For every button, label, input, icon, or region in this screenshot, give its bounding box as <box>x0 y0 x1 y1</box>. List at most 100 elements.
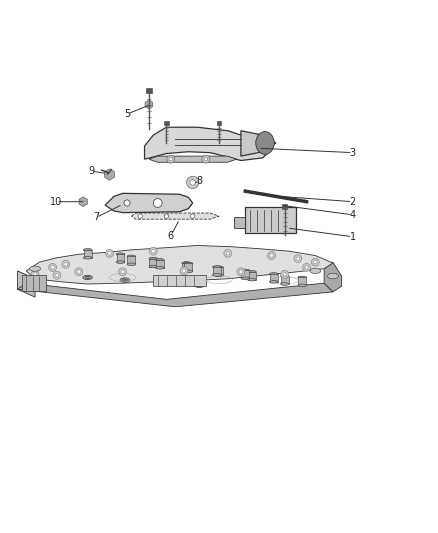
Ellipse shape <box>241 269 250 272</box>
Circle shape <box>305 265 308 269</box>
Ellipse shape <box>280 275 289 278</box>
Circle shape <box>296 257 300 261</box>
Circle shape <box>204 157 208 161</box>
Ellipse shape <box>159 281 165 284</box>
Circle shape <box>283 272 286 276</box>
Circle shape <box>106 249 113 257</box>
Polygon shape <box>217 121 221 125</box>
Text: 2: 2 <box>350 197 356 207</box>
Polygon shape <box>215 268 223 275</box>
Ellipse shape <box>116 253 125 255</box>
Circle shape <box>303 263 311 271</box>
Ellipse shape <box>83 248 92 251</box>
Polygon shape <box>182 263 190 271</box>
Circle shape <box>49 263 57 271</box>
Ellipse shape <box>212 273 221 276</box>
Polygon shape <box>117 254 124 262</box>
Polygon shape <box>248 272 256 280</box>
Ellipse shape <box>298 284 307 287</box>
Circle shape <box>75 268 83 276</box>
Ellipse shape <box>182 262 191 264</box>
Ellipse shape <box>184 262 193 265</box>
Ellipse shape <box>184 270 193 273</box>
Polygon shape <box>184 263 192 271</box>
Ellipse shape <box>256 132 274 155</box>
Polygon shape <box>241 270 249 278</box>
Polygon shape <box>145 127 272 160</box>
Ellipse shape <box>269 280 278 283</box>
Ellipse shape <box>127 263 136 265</box>
Polygon shape <box>164 121 169 125</box>
Circle shape <box>55 273 59 277</box>
Circle shape <box>268 252 276 260</box>
Polygon shape <box>105 169 114 180</box>
Circle shape <box>187 176 199 189</box>
Polygon shape <box>18 283 333 307</box>
Ellipse shape <box>83 256 92 259</box>
Polygon shape <box>127 256 135 264</box>
Text: 10: 10 <box>50 197 62 207</box>
Ellipse shape <box>116 261 125 263</box>
Ellipse shape <box>215 274 223 277</box>
Circle shape <box>149 247 157 255</box>
Ellipse shape <box>182 270 191 272</box>
Ellipse shape <box>29 266 40 271</box>
Polygon shape <box>79 197 88 206</box>
Ellipse shape <box>247 278 256 281</box>
Circle shape <box>191 214 195 219</box>
Ellipse shape <box>327 273 338 279</box>
Circle shape <box>62 260 70 268</box>
Circle shape <box>152 249 155 253</box>
Circle shape <box>169 157 173 161</box>
Ellipse shape <box>149 257 158 260</box>
Text: 3: 3 <box>350 148 356 158</box>
Text: 6: 6 <box>168 231 174 241</box>
Ellipse shape <box>149 265 158 268</box>
FancyBboxPatch shape <box>234 217 245 229</box>
Ellipse shape <box>155 266 164 269</box>
Circle shape <box>167 155 175 163</box>
Circle shape <box>270 254 273 257</box>
Circle shape <box>226 252 230 255</box>
FancyBboxPatch shape <box>22 275 46 290</box>
Text: 9: 9 <box>88 166 94 176</box>
Ellipse shape <box>247 270 256 273</box>
Ellipse shape <box>269 273 278 275</box>
Ellipse shape <box>241 277 250 280</box>
Circle shape <box>138 214 142 219</box>
Circle shape <box>190 180 195 185</box>
Ellipse shape <box>310 268 321 273</box>
FancyBboxPatch shape <box>153 275 206 286</box>
Circle shape <box>121 270 124 273</box>
Polygon shape <box>145 100 153 109</box>
Ellipse shape <box>215 266 223 269</box>
Circle shape <box>108 252 111 255</box>
Polygon shape <box>149 156 237 162</box>
Polygon shape <box>131 213 219 219</box>
Ellipse shape <box>298 276 307 279</box>
Polygon shape <box>324 262 342 292</box>
Circle shape <box>180 267 188 275</box>
Circle shape <box>239 270 243 273</box>
Polygon shape <box>270 274 278 282</box>
Ellipse shape <box>157 280 167 285</box>
Ellipse shape <box>127 255 136 258</box>
Circle shape <box>31 270 39 278</box>
Polygon shape <box>149 259 157 266</box>
Polygon shape <box>18 271 35 297</box>
Ellipse shape <box>155 259 164 261</box>
Polygon shape <box>84 250 92 258</box>
Polygon shape <box>105 193 193 213</box>
Circle shape <box>153 199 162 207</box>
Text: 1: 1 <box>350 232 356 242</box>
Circle shape <box>164 214 169 219</box>
FancyBboxPatch shape <box>245 207 296 233</box>
Ellipse shape <box>120 278 130 282</box>
Polygon shape <box>156 260 164 268</box>
Circle shape <box>311 258 319 266</box>
Ellipse shape <box>212 265 221 268</box>
Text: 7: 7 <box>93 213 99 222</box>
Text: 4: 4 <box>350 210 356 220</box>
Circle shape <box>182 269 186 273</box>
Circle shape <box>53 271 61 279</box>
